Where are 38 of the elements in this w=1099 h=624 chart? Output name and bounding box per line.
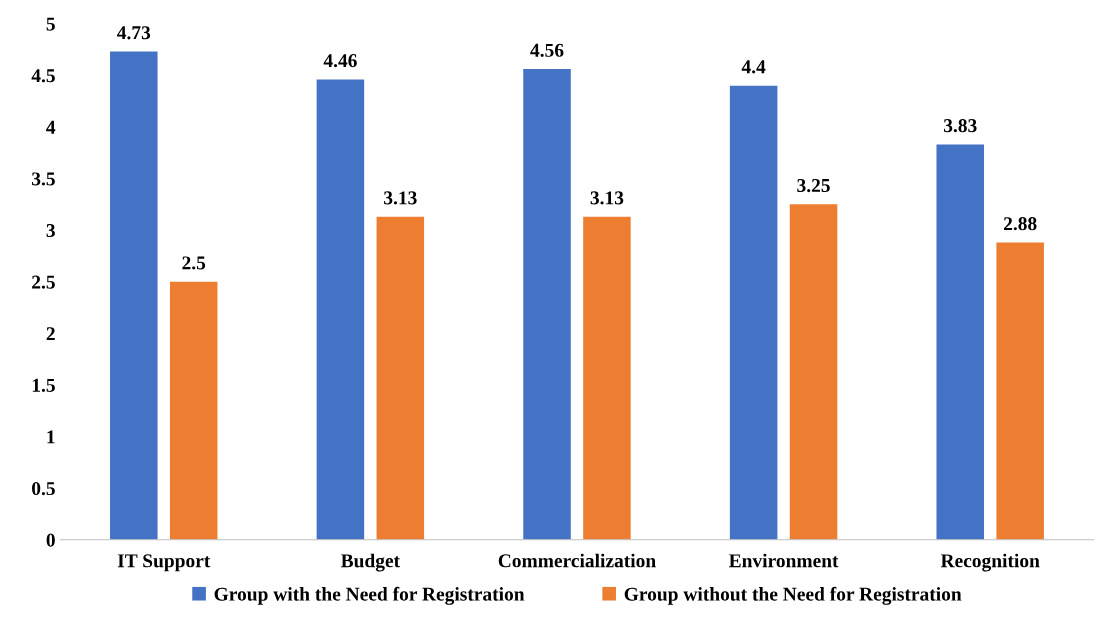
y-tick-label: 1.5 xyxy=(32,378,55,392)
y-tick-label: 2.5 xyxy=(32,275,55,289)
x-tick-label: Environment xyxy=(728,553,839,568)
y-tick-label: 2 xyxy=(46,327,55,341)
legend-label: Group without the Need for Registration xyxy=(624,586,962,605)
legend-label: Group with the Need for Registration xyxy=(214,586,525,605)
data-label: 2.88 xyxy=(1003,217,1037,231)
y-tick-label: 1 xyxy=(47,430,55,444)
data-label: 3.83 xyxy=(943,119,977,133)
bar xyxy=(789,204,838,540)
data-label: 3.13 xyxy=(384,191,417,205)
bar xyxy=(523,69,571,540)
y-tick-label: 5 xyxy=(46,17,55,31)
data-label: 4.46 xyxy=(323,54,357,68)
x-tick-label: IT Support xyxy=(117,554,211,572)
data-label: 4.4 xyxy=(741,60,766,74)
y-tick-label: 0 xyxy=(46,533,55,547)
y-tick-label: 4 xyxy=(46,120,56,134)
data-label: 3.25 xyxy=(797,178,830,193)
data-label: 3.13 xyxy=(590,191,624,205)
bar xyxy=(169,281,218,540)
y-tick-label: 4.5 xyxy=(31,69,55,83)
x-tick-label: Recognition xyxy=(940,553,1040,572)
data-label: 2.5 xyxy=(182,256,206,270)
bar xyxy=(110,51,158,540)
x-tick-label: Commercialization xyxy=(498,553,656,568)
bar xyxy=(729,85,778,540)
data-label: 4.56 xyxy=(530,43,564,57)
bar xyxy=(936,144,984,540)
y-tick-label: 3 xyxy=(46,224,55,238)
bar xyxy=(996,242,1044,540)
y-tick-label: 3.5 xyxy=(32,172,55,186)
bar xyxy=(583,216,631,540)
bar xyxy=(376,216,425,540)
data-label: 4.73 xyxy=(117,26,151,40)
x-tick-label: Budget xyxy=(340,553,400,572)
y-tick-label: 0.5 xyxy=(32,481,55,496)
bar xyxy=(316,79,365,540)
